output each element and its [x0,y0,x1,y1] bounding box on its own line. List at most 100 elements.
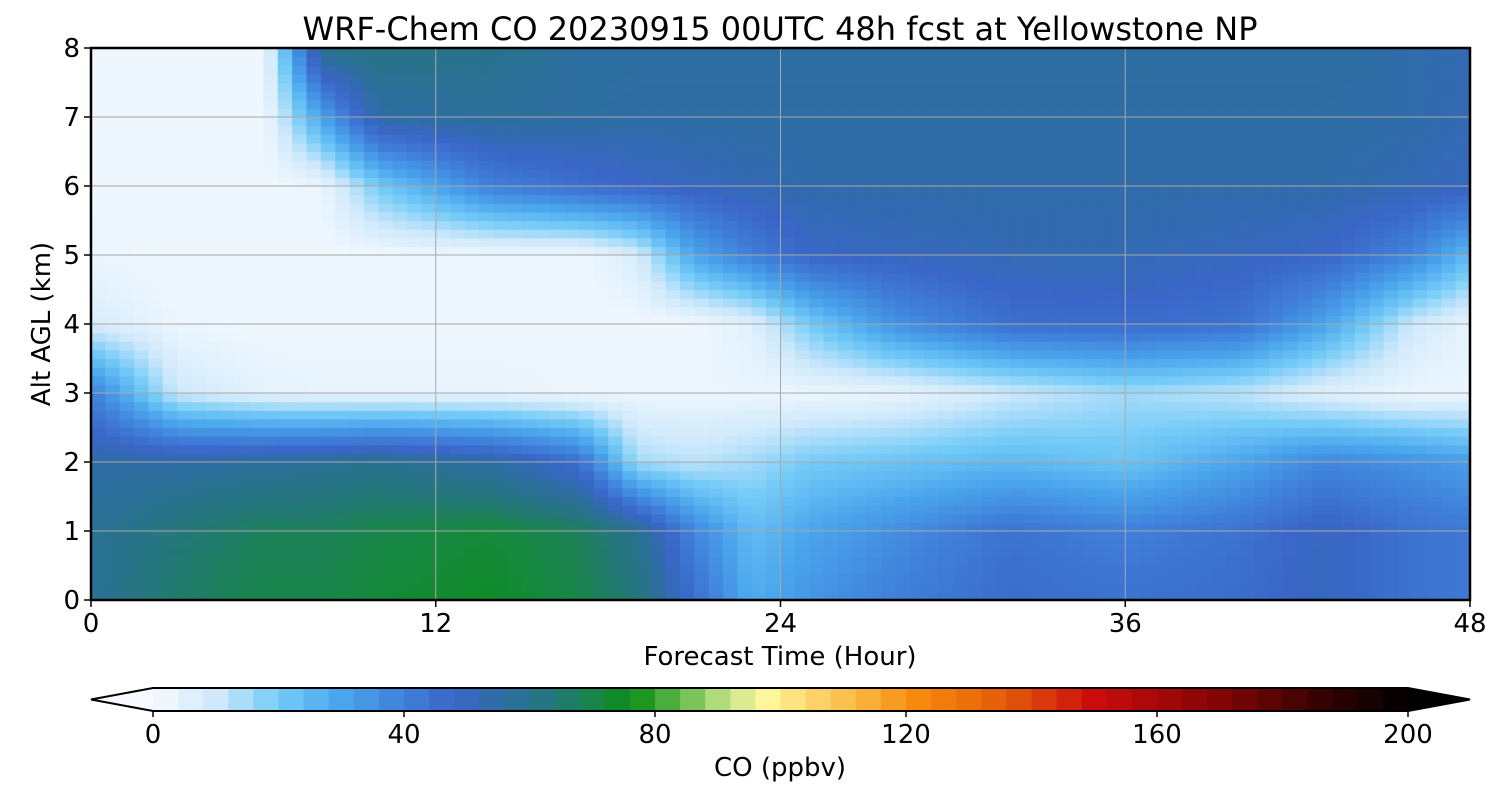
heatmap-cell [636,298,652,308]
heatmap-cell [550,91,566,101]
heatmap-cell [435,73,451,84]
heatmap-cell [1153,505,1169,515]
heatmap-cell [162,444,178,454]
heatmap-cell [837,470,853,480]
heatmap-cell [335,410,351,420]
heatmap-cell [1082,324,1098,334]
heatmap-cell [1197,125,1213,135]
heatmap-cell [981,108,997,118]
heatmap-cell [1153,220,1169,230]
heatmap-cell [234,315,250,325]
heatmap-cell [421,324,437,334]
heatmap-cell [493,539,509,549]
heatmap-cell [665,582,681,592]
heatmap-cell [679,56,695,66]
heatmap-cell [306,203,322,213]
heatmap-cell [220,384,236,394]
heatmap-cell [981,82,997,92]
heatmap-cell [378,556,394,567]
heatmap-cell [435,418,451,429]
heatmap-cell [220,255,236,265]
heatmap-cell [751,505,767,515]
heatmap-cell [91,168,106,178]
heatmap-cell [349,168,365,178]
heatmap-cell [435,479,451,489]
heatmap-cell [277,384,293,394]
heatmap-cell [780,375,796,385]
heatmap-cell [191,513,207,523]
heatmap-cell [507,65,523,75]
heatmap-cell [967,160,983,170]
heatmap-cell [493,496,509,506]
heatmap-cell [622,410,638,420]
heatmap-cell [421,349,437,360]
heatmap-cell [349,280,365,291]
heatmap-cell [220,522,236,532]
heatmap-cell [866,418,882,429]
heatmap-cell [924,324,940,334]
heatmap-cell [608,263,624,273]
heatmap-cell [780,436,796,446]
heatmap-cell [1110,444,1126,454]
heatmap-cell [1139,453,1155,463]
heatmap-cell [565,531,580,541]
heatmap-cell [306,186,322,196]
heatmap-cell [263,349,279,360]
heatmap-cell [967,375,983,385]
heatmap-cell [579,255,595,265]
heatmap-cell [378,246,394,256]
heatmap-cell [1010,505,1026,515]
heatmap-cell [665,211,681,222]
heatmap-cell [593,418,609,429]
heatmap-cell [191,410,207,420]
heatmap-cell [679,375,695,385]
heatmap-cell [766,349,782,360]
heatmap-cell [1024,73,1040,84]
heatmap-cell [737,298,753,308]
heatmap-cell [952,280,968,291]
heatmap-cell [636,582,652,592]
heatmap-cell [694,358,710,368]
heatmap-cell [119,263,135,273]
heatmap-cell [995,263,1011,273]
heatmap-cell [1053,237,1069,247]
heatmap-cell [895,99,911,109]
heatmap-cell [550,591,566,601]
heatmap-cell [708,73,724,84]
heatmap-cell [651,427,667,437]
heatmap-cell [1096,280,1112,291]
heatmap-cell [119,574,135,584]
heatmap-cell [234,444,250,454]
heatmap-cell [220,298,236,308]
heatmap-cell [335,263,351,273]
heatmap-cell [995,237,1011,247]
heatmap-cell [665,263,681,273]
heatmap-cell [737,160,753,170]
heatmap-cell [924,591,940,601]
heatmap-cell [837,349,853,360]
heatmap-cell [105,82,121,92]
heatmap-cell [1182,142,1198,153]
heatmap-cell [809,496,825,506]
heatmap-cell [723,487,738,498]
heatmap-cell [622,108,638,118]
heatmap-cell [837,117,853,127]
heatmap-cell [1082,82,1098,92]
heatmap-cell [881,237,897,247]
heatmap-cell [636,427,652,437]
heatmap-cell [1153,289,1169,299]
heatmap-cell [521,280,537,291]
heatmap-cell [952,289,968,299]
heatmap-cell [794,255,810,265]
heatmap-cell [392,91,408,101]
heatmap-cell [234,591,250,601]
heatmap-cell [1010,56,1026,66]
heatmap-cell [708,65,724,75]
heatmap-cell [679,574,695,584]
heatmap-cell [1010,522,1026,532]
heatmap-cell [292,367,308,377]
heatmap-cell [579,418,595,429]
heatmap-cell [277,453,293,463]
heatmap-cell [1110,151,1126,161]
heatmap-cell [407,496,422,506]
